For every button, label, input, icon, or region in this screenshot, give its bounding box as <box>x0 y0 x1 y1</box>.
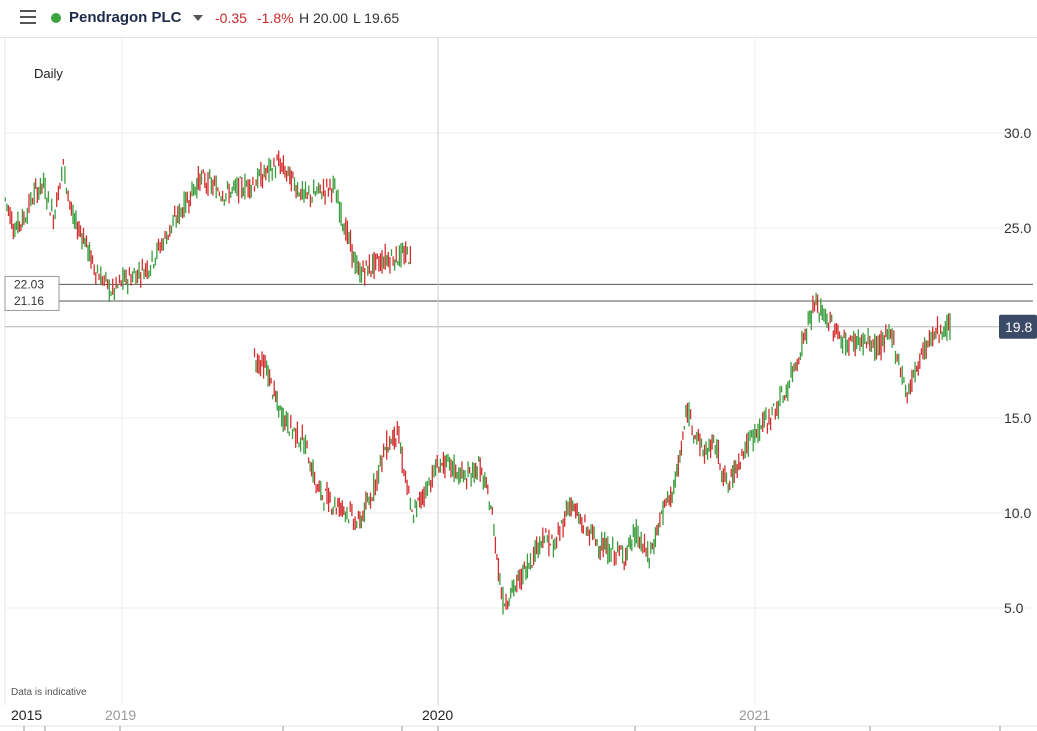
y-tick-label: 15.0 <box>1004 410 1031 426</box>
y-tick-label: 30.0 <box>1004 125 1031 141</box>
instrument-name[interactable]: Pendragon PLC <box>69 9 182 26</box>
hamburger-menu-icon[interactable] <box>20 10 36 24</box>
chart-period-label: Daily <box>34 66 63 81</box>
last-price-badge <box>999 314 1037 339</box>
x-tick-label: 2015 <box>11 707 42 723</box>
y-tick-label: 25.0 <box>1004 220 1031 236</box>
top-toolbar: Pendragon PLC -0.35 -1.8% H 20.00 L 19.6… <box>0 0 1037 38</box>
data-indicative-note: Data is indicative <box>11 687 87 698</box>
last-price-label: 19.8 <box>1005 319 1032 335</box>
x-tick-label: 2021 <box>739 707 770 723</box>
level-label: 22.03 <box>14 277 44 291</box>
chevron-down-icon[interactable] <box>193 15 203 21</box>
price-change-percent: -1.8% <box>257 10 294 26</box>
market-status-dot-icon <box>51 13 61 23</box>
price-chart[interactable]: 22.03 21.16 30.0 25.0 15.0 10.0 5.0 19.8 2015 201… <box>0 38 1037 731</box>
day-low: L 19.65 <box>353 10 400 26</box>
level-label-box <box>4 275 60 311</box>
day-high: H 20.00 <box>299 10 349 26</box>
y-tick-label: 10.0 <box>1004 505 1031 521</box>
price-change: -0.35 <box>215 10 247 26</box>
x-tick-label: 2020 <box>422 707 453 723</box>
y-tick-label: 5.0 <box>1004 600 1024 616</box>
level-label: 21.16 <box>14 294 44 308</box>
candles-group <box>4 150 951 615</box>
x-tick-label: 2019 <box>105 707 136 723</box>
